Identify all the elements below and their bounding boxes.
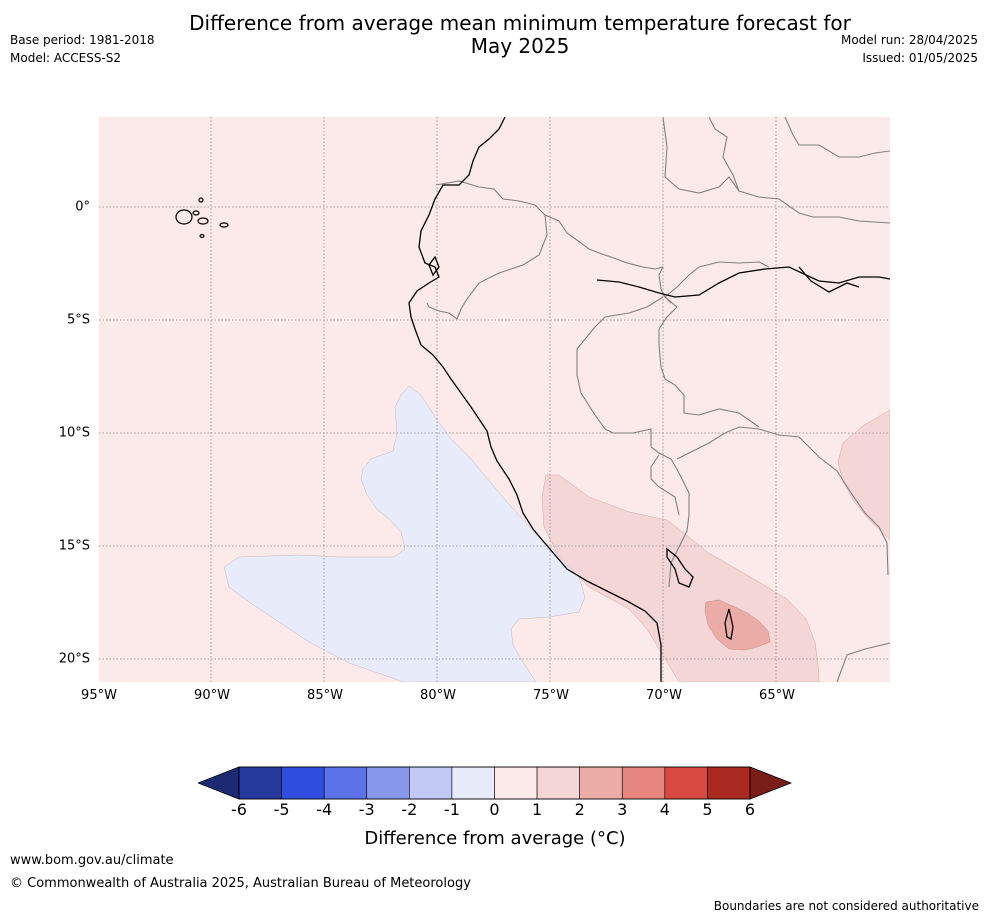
lat-label-20s: 20°S — [58, 651, 90, 667]
lat-label-15s: 15°S — [58, 538, 90, 554]
lon-label-80w: 80°W — [420, 688, 456, 703]
map-svg — [99, 117, 890, 682]
coastline — [408, 117, 890, 682]
lon-label-65w: 65°W — [759, 688, 795, 703]
anomaly-region-coastal-pacific — [223, 385, 586, 682]
lon-label-90w: 90°W — [194, 688, 230, 703]
colorbar-tick-label: 6 — [744, 800, 756, 819]
colorbar-cell — [664, 766, 708, 800]
colorbar-cell — [451, 766, 495, 800]
lon-label-85w: 85°W — [307, 688, 343, 703]
colorbar-label: Difference from average (°C) — [364, 828, 626, 849]
lon-label-95w: 95°W — [81, 688, 117, 703]
base-period: Base period: 1981-2018 — [10, 33, 155, 47]
colorbar-cell — [621, 766, 666, 800]
title-line-1: Difference from average mean minimum tem… — [189, 11, 851, 35]
colorbar-tick-label: 2 — [574, 800, 585, 819]
meta-right: Model run: 28/04/2025 Issued: 01/05/2025 — [841, 31, 978, 67]
lon-label-70w: 70°W — [646, 688, 682, 703]
colorbar-cell — [536, 766, 580, 800]
colorbar-tick-label: -1 — [443, 800, 460, 819]
colorbar-cells — [238, 766, 751, 800]
colorbar-under-arrow — [198, 766, 240, 800]
colorbar-tick-label: -4 — [316, 800, 333, 819]
colorbar — [198, 766, 792, 800]
footer-url: www.bom.gov.au/climate — [10, 853, 174, 868]
issued-date: Issued: 01/05/2025 — [862, 51, 978, 65]
model-run: Model run: 28/04/2025 — [840, 33, 978, 47]
colorbar-cell — [238, 766, 282, 800]
country-borders — [426, 117, 890, 682]
lat-label-5s: 5°S — [66, 312, 90, 328]
lon-label-75w: 75°W — [533, 688, 569, 703]
colorbar-tick-label: 0 — [489, 800, 500, 819]
anomaly-region-bolivia-core — [704, 599, 771, 651]
colorbar-cell — [323, 766, 368, 800]
title-line-2: May 2025 — [470, 34, 570, 58]
colorbar-cell — [579, 766, 623, 800]
anomaly-region-east-edge — [837, 409, 890, 541]
colorbar-tick-label: -5 — [273, 800, 290, 819]
colorbar-tick-label: 1 — [531, 800, 543, 819]
chart-title: Difference from average mean minimum tem… — [150, 12, 890, 58]
lat-label-0: 0° — [75, 199, 90, 215]
colorbar-tick-label: 3 — [617, 800, 628, 819]
lat-label-10s: 10°S — [58, 425, 90, 441]
colorbar-over-arrow — [749, 766, 792, 800]
colorbar-tick-label: 4 — [659, 800, 670, 819]
colorbar-outline — [238, 766, 751, 800]
colorbar-tick-label: 5 — [702, 800, 713, 819]
colorbar-cell — [281, 766, 325, 800]
model-name: Model: ACCESS-S2 — [10, 51, 122, 65]
colorbar-cell — [494, 766, 538, 800]
map-panel — [99, 117, 890, 682]
colorbar-cell — [707, 766, 751, 800]
colorbar-tick-label: -3 — [358, 800, 375, 819]
colorbar-tick-label: -6 — [231, 800, 247, 819]
meta-left: Base period: 1981-2018 Model: ACCESS-S2 — [10, 31, 155, 67]
map-graticule — [99, 117, 890, 682]
colorbar-cell — [409, 766, 453, 800]
footer-copyright: © Commonwealth of Australia 2025, Austra… — [10, 876, 471, 891]
colorbar-cell — [366, 766, 410, 800]
colorbar-tick-label: -2 — [401, 800, 418, 819]
galapagos-islands — [175, 197, 229, 239]
footer-disclaimer: Boundaries are not considered authoritat… — [713, 899, 979, 913]
